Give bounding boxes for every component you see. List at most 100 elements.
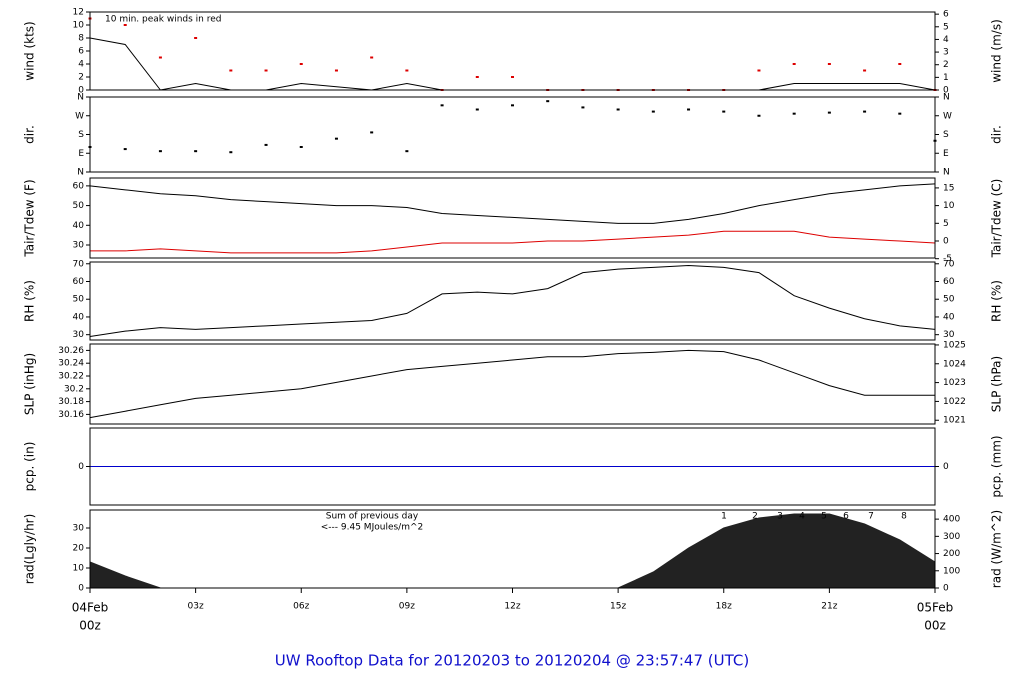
y2-tick-label: 1025 (943, 340, 966, 350)
data-point (229, 151, 233, 154)
y-tick-label: 6 (78, 47, 84, 57)
x-tick-label: 18z (716, 602, 732, 612)
marker-label: 6 (843, 512, 849, 522)
data-point (123, 24, 127, 26)
marker-label: 1 (721, 512, 727, 522)
y2-tick-label: 30 (943, 330, 955, 340)
y2-tick-label: 1023 (943, 378, 966, 388)
footer-title: UW Rooftop Data for 20120203 to 20120204… (275, 652, 749, 670)
data-point (299, 63, 303, 65)
y2-tick-label: 4 (943, 35, 949, 45)
y2-tick-label: 100 (943, 566, 960, 576)
y-axis-label: RH (%) (23, 280, 37, 322)
y2-tick-label: 300 (943, 532, 960, 542)
marker-label: 4 (799, 512, 805, 522)
y2-tick-label: E (943, 149, 949, 159)
data-point (863, 110, 867, 113)
y-tick-label: 0 (78, 86, 84, 96)
y2-axis-label: wind (m/s) (990, 19, 1004, 83)
y2-tick-label: 50 (943, 295, 955, 305)
annotation: 10 min. peak winds in red (105, 15, 222, 25)
y2-axis-label: dir. (990, 125, 1004, 144)
y-tick-label: 60 (73, 181, 85, 191)
data-point (334, 69, 338, 72)
y2-axis-label: RH (%) (990, 280, 1004, 322)
data-point (827, 63, 831, 65)
marker-label: 7 (868, 512, 874, 522)
y-tick-label: 10 (73, 21, 85, 31)
y2-tick-label: -5 (943, 254, 952, 264)
data-point (511, 104, 514, 107)
y-tick-label: 30.24 (58, 359, 84, 369)
data-point (827, 111, 831, 114)
data-point (511, 76, 514, 78)
y2-tick-label: 0 (943, 584, 949, 594)
data-point (757, 69, 761, 72)
y-tick-label: 40 (73, 221, 85, 231)
y-tick-label: 8 (78, 34, 84, 44)
y-tick-label: 70 (73, 259, 85, 269)
line (90, 230, 936, 254)
data-point (264, 143, 268, 146)
panel-frame (89, 343, 936, 425)
y-tick-label: N (77, 168, 84, 178)
data-point (863, 69, 867, 72)
y-tick-label: 30 (73, 524, 85, 534)
data-point (370, 56, 374, 59)
data-point (898, 112, 902, 115)
panel-frame (89, 261, 936, 341)
y-tick-label: 30.22 (58, 372, 84, 382)
data-point (792, 112, 796, 115)
data-point (475, 76, 479, 78)
y-tick-label: 4 (78, 60, 84, 70)
line (89, 349, 935, 419)
y2-tick-label: 40 (943, 312, 955, 322)
y-tick-label: 30 (73, 330, 85, 340)
x-tick-label: 03z (188, 602, 204, 612)
data-point (194, 37, 198, 39)
y2-tick-label: S (943, 130, 949, 140)
y2-tick-label: 5 (943, 22, 949, 32)
y-tick-label: 50 (73, 201, 85, 211)
data-point (440, 104, 444, 107)
data-point (616, 108, 620, 111)
y2-tick-label: 15 (943, 183, 954, 193)
x-tick-label: 00z (79, 619, 101, 633)
data-point (722, 110, 726, 113)
y2-tick-label: 3 (943, 48, 949, 58)
marker-label: 8 (901, 512, 907, 522)
annotation: <--- 9.45 MJoules/m^2 (321, 523, 423, 533)
data-point (475, 108, 479, 111)
x-tick-label: 04Feb (72, 601, 109, 615)
data-point (158, 56, 162, 59)
x-tick-label: 05Feb (917, 601, 954, 615)
y2-tick-label: 2 (943, 60, 949, 70)
data-point (370, 131, 374, 134)
line (89, 37, 936, 91)
y-axis-label: rad(Lgly/hr) (23, 514, 37, 585)
y2-tick-label: 60 (943, 277, 955, 287)
line (89, 183, 936, 224)
y2-tick-label: 0 (943, 86, 949, 96)
marker-label: 2 (752, 512, 758, 522)
data-point (546, 100, 550, 103)
y-tick-label: S (78, 130, 84, 140)
data-point (405, 150, 409, 153)
y-tick-label: 30.16 (58, 410, 84, 420)
y2-tick-label: N (943, 168, 950, 178)
data-point (792, 63, 796, 65)
y2-tick-label: W (943, 111, 952, 121)
data-point (581, 106, 585, 109)
y-axis-label: Tair/Tdew (F) (23, 179, 37, 257)
data-point (757, 114, 761, 117)
y-axis-label: pcp. (in) (23, 442, 37, 492)
x-tick-label: 21z (821, 602, 837, 612)
data-point (264, 69, 268, 72)
marker-label: 3 (777, 512, 783, 522)
y-tick-label: 30.2 (64, 384, 84, 394)
y2-tick-label: 1021 (943, 416, 966, 426)
y-tick-label: N (77, 93, 84, 103)
y-tick-label: 40 (73, 312, 85, 322)
